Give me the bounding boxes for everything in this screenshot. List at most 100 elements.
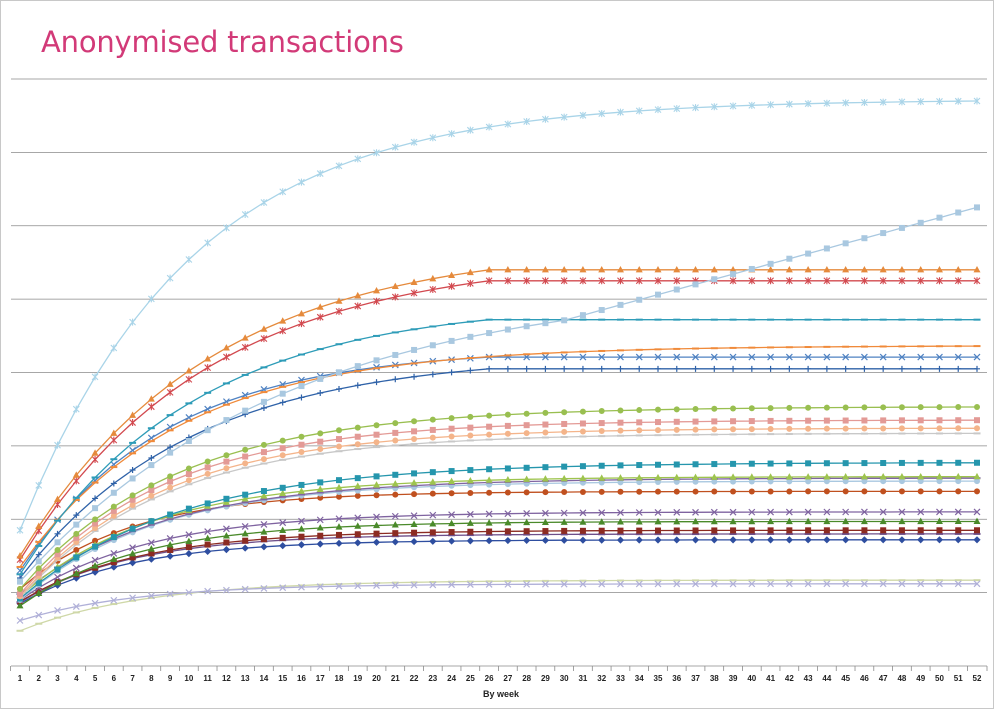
data-point xyxy=(297,541,306,549)
data-point xyxy=(260,520,268,528)
data-point xyxy=(242,446,249,453)
x-tick-label: 14 xyxy=(259,674,268,683)
data-point xyxy=(673,473,681,481)
data-point xyxy=(974,417,980,424)
data-point xyxy=(579,474,587,481)
data-point xyxy=(54,566,61,573)
data-point xyxy=(785,517,793,525)
data-point xyxy=(842,473,850,480)
data-point xyxy=(167,484,174,491)
x-tick-label: 47 xyxy=(879,674,888,683)
data-point xyxy=(880,527,887,534)
series-line xyxy=(19,406,977,590)
data-point xyxy=(317,438,324,445)
data-point xyxy=(485,123,493,131)
data-point xyxy=(448,271,456,279)
data-point xyxy=(786,417,793,424)
data-point xyxy=(523,365,530,372)
data-point xyxy=(523,475,531,482)
data-point xyxy=(542,115,549,123)
data-point xyxy=(204,541,211,548)
data-point xyxy=(635,509,643,516)
data-point xyxy=(655,479,661,486)
data-point xyxy=(842,99,850,107)
data-point xyxy=(148,462,155,469)
data-point xyxy=(92,495,99,502)
data-point xyxy=(655,427,661,434)
data-point xyxy=(541,509,549,517)
data-point xyxy=(654,517,662,525)
data-point xyxy=(35,522,43,529)
data-point xyxy=(748,405,755,412)
data-point xyxy=(823,527,830,534)
data-point xyxy=(598,580,606,588)
data-point xyxy=(504,326,511,333)
data-point xyxy=(804,517,812,525)
data-point xyxy=(541,265,549,273)
data-point xyxy=(579,488,586,495)
data-point xyxy=(598,307,605,314)
data-point xyxy=(429,371,436,378)
data-point xyxy=(391,512,399,520)
data-point xyxy=(879,353,887,361)
data-point xyxy=(880,478,887,485)
series xyxy=(17,204,980,585)
data-point xyxy=(710,536,718,544)
x-tick-label: 32 xyxy=(597,674,606,683)
data-point xyxy=(317,389,324,396)
data-point xyxy=(823,460,830,467)
data-point xyxy=(804,353,812,361)
data-point xyxy=(973,97,981,105)
data-point xyxy=(973,472,981,480)
data-point xyxy=(598,462,605,469)
data-point xyxy=(654,473,662,481)
data-point xyxy=(485,537,493,545)
data-point xyxy=(128,559,137,567)
data-point xyxy=(147,295,155,303)
data-point xyxy=(185,465,192,472)
data-point xyxy=(786,404,793,411)
data-point xyxy=(279,584,287,592)
data-point xyxy=(486,412,493,419)
data-point xyxy=(204,239,212,247)
data-point xyxy=(954,517,962,525)
data-point xyxy=(692,418,699,425)
data-point xyxy=(560,580,568,588)
data-point xyxy=(673,426,680,433)
data-point xyxy=(617,407,624,414)
x-tick-label: 36 xyxy=(672,674,681,683)
data-point xyxy=(504,430,511,437)
data-point xyxy=(898,536,906,544)
data-point xyxy=(917,353,925,361)
data-point xyxy=(466,510,474,518)
data-point xyxy=(616,518,624,525)
data-point xyxy=(73,530,80,537)
data-point xyxy=(110,534,117,541)
data-point xyxy=(935,517,943,525)
data-point xyxy=(805,460,812,467)
series xyxy=(17,403,980,592)
data-point xyxy=(823,478,830,485)
data-point xyxy=(336,531,342,538)
data-point xyxy=(148,487,155,494)
series-line xyxy=(19,511,977,601)
data-point xyxy=(711,478,718,485)
data-point xyxy=(223,353,230,361)
data-point xyxy=(786,488,793,495)
data-point xyxy=(710,353,718,361)
data-point xyxy=(936,214,943,221)
data-point xyxy=(636,527,643,534)
data-point xyxy=(242,453,249,460)
series-line xyxy=(19,533,977,603)
data-point xyxy=(974,425,980,432)
data-point xyxy=(541,518,549,525)
series xyxy=(17,425,980,600)
data-point xyxy=(204,458,211,465)
x-tick-label: 51 xyxy=(954,674,963,683)
data-point xyxy=(204,587,212,595)
data-point xyxy=(860,353,868,361)
data-point xyxy=(823,404,830,411)
data-point xyxy=(617,427,624,434)
data-point xyxy=(616,265,624,273)
data-point xyxy=(279,526,287,534)
